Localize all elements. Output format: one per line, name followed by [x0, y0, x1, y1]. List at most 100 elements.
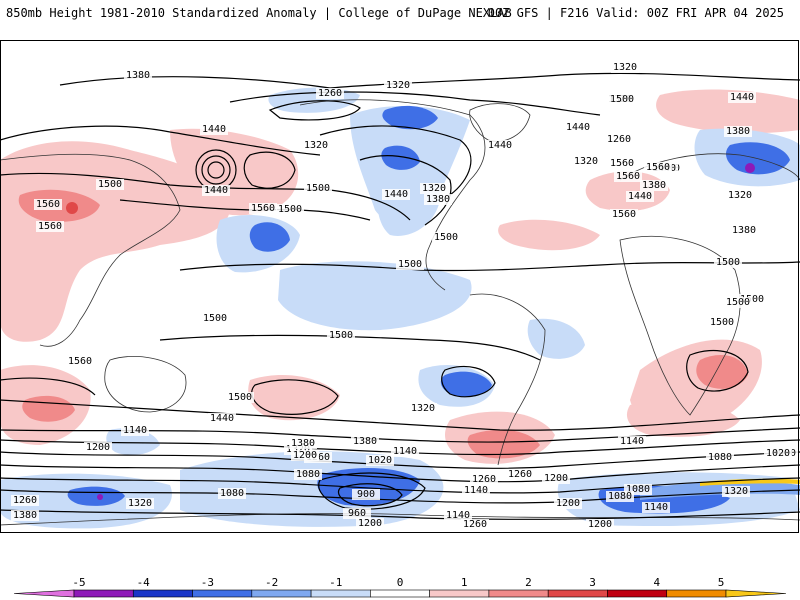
contour-1140-southern	[0, 477, 800, 494]
colorbar-label: 1	[460, 576, 468, 589]
contour-label: 1500	[710, 317, 734, 328]
contour-label-bg	[722, 486, 750, 497]
contour-label-bg	[304, 183, 332, 194]
contour-label: 1500	[98, 179, 122, 190]
contour-label: 1320	[286, 444, 310, 455]
contour-label: 1380	[732, 225, 756, 236]
contour-label-bg	[200, 124, 228, 135]
coastline-australia	[104, 356, 187, 413]
contour-label-bg	[586, 519, 614, 530]
contour-1260-southern	[0, 451, 800, 469]
contour-label: 1440	[202, 124, 226, 135]
colorbar-box	[607, 589, 668, 598]
contour-1320-southern	[0, 439, 800, 456]
colorbar-label: -1	[329, 576, 343, 589]
contour-label: 1320	[422, 183, 446, 194]
contour-label: 1560	[251, 203, 275, 214]
contour-label-bg	[608, 94, 636, 105]
map-title: 850mb Height 1981-2010 Standardized Anom…	[6, 6, 512, 20]
colorbar-label: 5	[717, 576, 725, 589]
colorbar	[13, 589, 787, 598]
strong-positive-africa	[696, 355, 748, 389]
contour-1440-south-pacific-cell	[441, 365, 496, 398]
contour-label: 1440	[204, 185, 228, 196]
contour-label-bg	[66, 356, 94, 367]
contour-label-bg	[384, 80, 412, 91]
contour-label-bg	[352, 489, 380, 500]
contour-1260-antarctic	[0, 509, 800, 520]
coastline-greenland	[469, 103, 531, 142]
strong-negative-north-america	[382, 105, 438, 130]
contour-label-bg	[202, 185, 230, 196]
colorbar-box	[73, 589, 134, 598]
contour-label-bg	[276, 204, 304, 215]
contour-1320-arctic	[229, 91, 601, 116]
contour-label: 1380	[726, 126, 750, 137]
contour-label: 1080	[608, 491, 632, 502]
contour-label-bg	[96, 179, 124, 190]
model-run-label: 00Z GFS | F216 Valid: 00Z FRI APR 04 202…	[487, 6, 784, 20]
coastline-asia	[0, 153, 181, 347]
contour-label: 1380	[126, 70, 150, 81]
contour-label-bg	[640, 180, 668, 191]
contour-label-bg	[724, 297, 752, 308]
contour-label: 1440	[730, 92, 754, 103]
contour-label-bg	[564, 122, 592, 133]
contour-label: 900	[357, 489, 375, 500]
contour-label-bg	[610, 209, 638, 220]
contour-label-bg	[611, 62, 639, 73]
contour-label-bg	[316, 88, 344, 99]
contour-label-bg	[642, 502, 670, 513]
contour-label: 1140	[620, 436, 644, 447]
positive-anomaly-atlantic	[498, 219, 600, 251]
contour-label-bg	[124, 70, 152, 81]
contour-label: 1260	[508, 469, 532, 480]
contour-label: 1560	[610, 158, 634, 169]
contour-label-bg	[470, 474, 498, 485]
contour-label-bg	[327, 330, 355, 341]
contour-1440-north-america	[359, 155, 452, 226]
contour-label-bg	[351, 436, 379, 447]
contour-label: 1500	[278, 204, 302, 215]
contour-1500-tropics	[179, 261, 800, 272]
strong-positive-south-atlantic	[467, 429, 540, 459]
contour-label: 1140	[446, 510, 470, 521]
contour-label: 1320	[724, 486, 748, 497]
anomaly-map: 1380132012601320144013801440132015001560…	[0, 40, 800, 533]
contour-1260-arctic	[268, 100, 361, 121]
contour-label-bg	[11, 510, 39, 521]
colorbar-box	[251, 589, 312, 598]
contour-label-bg	[291, 450, 319, 461]
colorbar-label: -2	[264, 576, 279, 589]
contour-label: 1500	[329, 330, 353, 341]
extreme-negative-antarctic-west	[97, 494, 103, 500]
contour-label-bg	[706, 452, 734, 463]
contour-label-bg	[366, 455, 394, 466]
contour-label-bg	[36, 221, 64, 232]
contour-label: 1260	[463, 519, 487, 530]
contour-label-bg	[84, 442, 112, 453]
contour-label-bg	[606, 491, 634, 502]
colorbar-box	[547, 589, 608, 598]
contour-label-bg	[356, 518, 384, 529]
contour-label-bg	[726, 190, 754, 201]
height-contours	[0, 72, 800, 520]
contour-label-bg	[608, 158, 636, 169]
contour-label: 1500	[434, 232, 458, 243]
contour-label: 1080	[296, 469, 320, 480]
contour-label: 1500	[610, 94, 634, 105]
colorbar-box	[666, 589, 727, 598]
contour-label: 1560	[646, 162, 670, 173]
contour-label-bg	[618, 436, 646, 447]
contour-label: 1200	[588, 519, 612, 530]
contour-label: 1560	[36, 199, 60, 210]
contour-label: 1500	[398, 259, 422, 270]
contour-label-bg	[444, 510, 472, 521]
contour-label: 1140	[464, 485, 488, 496]
coastline-africa	[619, 235, 741, 416]
contour-label-bg	[764, 448, 792, 459]
contour-1440-pacific-cell	[243, 151, 296, 189]
contour-label: 1200	[358, 518, 382, 529]
contour-label-bg	[391, 446, 419, 457]
contour-label-bg	[294, 469, 322, 480]
